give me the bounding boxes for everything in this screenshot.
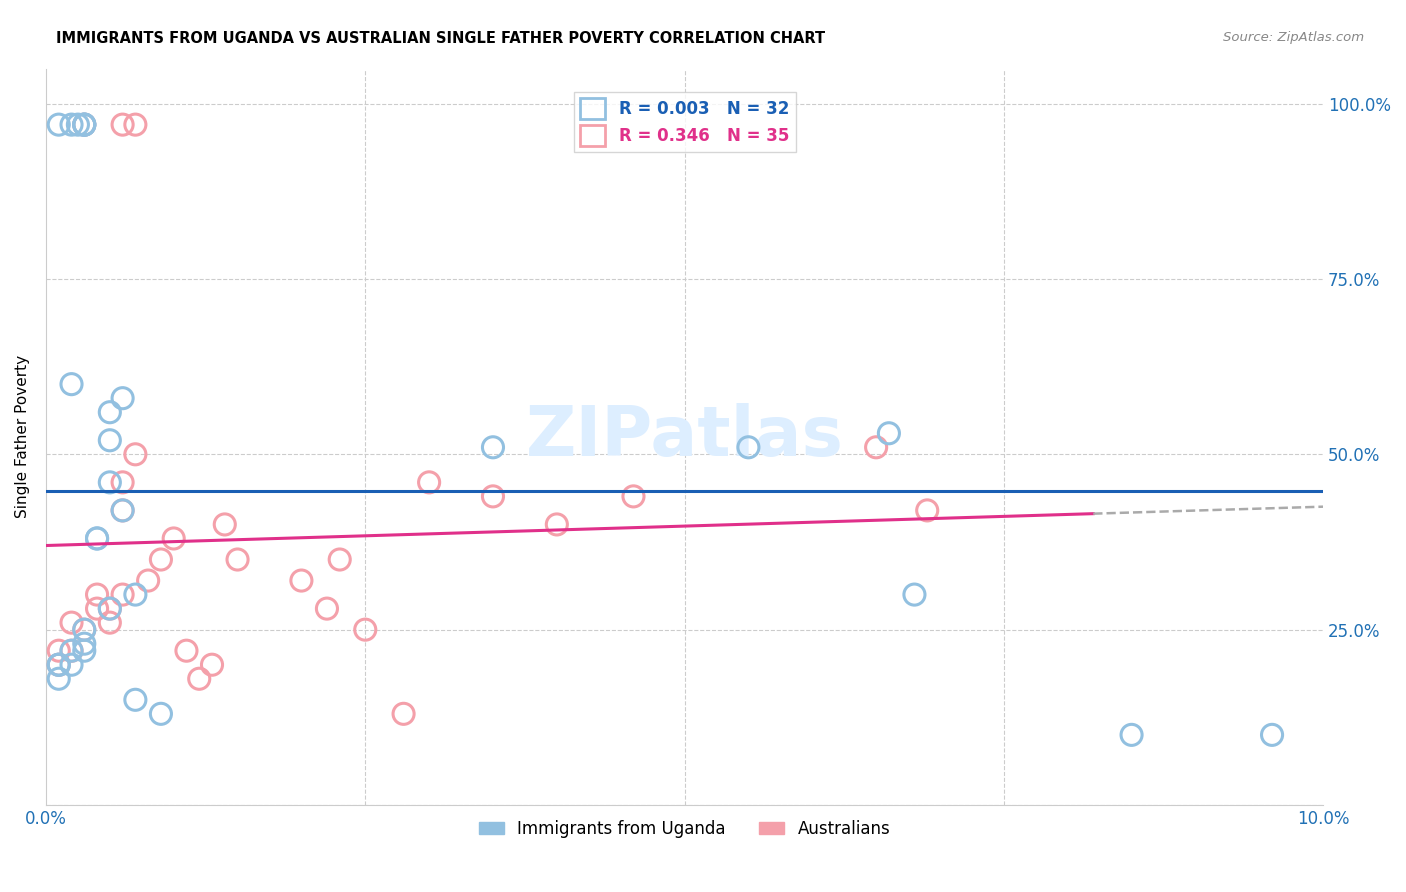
Point	[316, 601, 339, 615]
Point	[482, 489, 505, 503]
Point	[903, 588, 925, 602]
Point	[124, 588, 146, 602]
Point	[48, 657, 70, 672]
Point	[48, 118, 70, 132]
Point	[48, 643, 70, 657]
Point	[877, 426, 900, 441]
Point	[915, 503, 938, 517]
Point	[48, 657, 70, 672]
Point	[124, 447, 146, 461]
Point	[60, 657, 83, 672]
Point	[48, 657, 70, 672]
Point	[136, 574, 159, 588]
Point	[98, 405, 121, 419]
Point	[865, 440, 887, 454]
Point	[73, 643, 96, 657]
Point	[73, 118, 96, 132]
Point	[111, 475, 134, 490]
Point	[392, 706, 415, 721]
Point	[73, 623, 96, 637]
Point	[737, 440, 759, 454]
Point	[111, 118, 134, 132]
Point	[111, 503, 134, 517]
Point	[60, 118, 83, 132]
Point	[98, 475, 121, 490]
Point	[149, 552, 172, 566]
Point	[111, 503, 134, 517]
Point	[124, 118, 146, 132]
Point	[226, 552, 249, 566]
Point	[623, 489, 645, 503]
Point	[98, 434, 121, 448]
Point	[111, 588, 134, 602]
Text: ZIPatlas: ZIPatlas	[526, 403, 844, 470]
Point	[98, 601, 121, 615]
Point	[188, 672, 211, 686]
Text: IMMIGRANTS FROM UGANDA VS AUSTRALIAN SINGLE FATHER POVERTY CORRELATION CHART: IMMIGRANTS FROM UGANDA VS AUSTRALIAN SIN…	[56, 31, 825, 46]
Point	[124, 693, 146, 707]
Point	[60, 377, 83, 392]
Point	[290, 574, 312, 588]
Point	[73, 118, 96, 132]
Point	[329, 552, 352, 566]
Point	[163, 532, 186, 546]
Point	[418, 475, 440, 490]
Legend: Immigrants from Uganda, Australians: Immigrants from Uganda, Australians	[472, 814, 897, 845]
Y-axis label: Single Father Poverty: Single Father Poverty	[15, 355, 30, 518]
Point	[86, 601, 108, 615]
Point	[60, 643, 83, 657]
Point	[73, 118, 96, 132]
Point	[86, 532, 108, 546]
Text: Source: ZipAtlas.com: Source: ZipAtlas.com	[1223, 31, 1364, 45]
Point	[66, 118, 89, 132]
Point	[48, 672, 70, 686]
Point	[86, 532, 108, 546]
Point	[482, 440, 505, 454]
Point	[1261, 728, 1284, 742]
Point	[176, 643, 198, 657]
Point	[111, 391, 134, 405]
Point	[214, 517, 236, 532]
Point	[201, 657, 224, 672]
Point	[60, 615, 83, 630]
Point	[86, 588, 108, 602]
Point	[98, 601, 121, 615]
Point	[1121, 728, 1143, 742]
Point	[60, 643, 83, 657]
Point	[73, 623, 96, 637]
Point	[354, 623, 377, 637]
Point	[73, 118, 96, 132]
Point	[73, 637, 96, 651]
Point	[149, 706, 172, 721]
Point	[98, 615, 121, 630]
Point	[546, 517, 568, 532]
